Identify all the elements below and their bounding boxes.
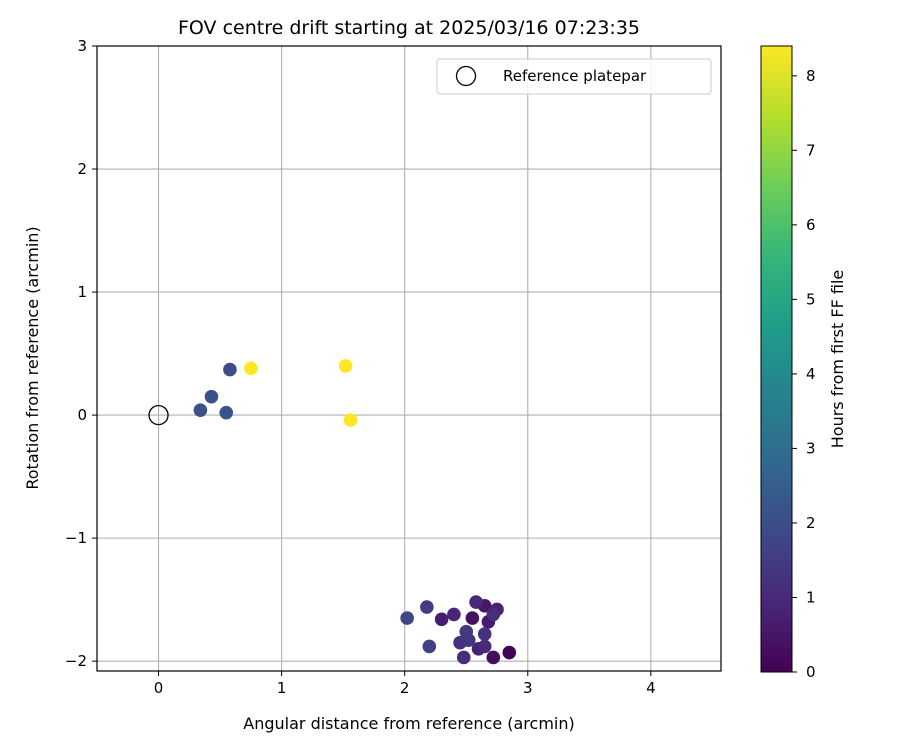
y-tick-label-3: 1 [77,283,87,301]
plot-area: 0 1 2 3 4 −2 −1 0 1 2 3 [65,37,722,697]
x-tick-label-3: 3 [523,679,533,697]
x-axis-label: Angular distance from reference (arcmin) [243,714,574,733]
scatter-point-5 [434,612,449,627]
axes-frame [96,45,722,672]
legend: Reference platepar [436,58,712,95]
y-tick-label-4: 2 [77,160,87,178]
scatter-point-24 [244,361,258,376]
colorbar-tick-label-8: 8 [806,67,816,85]
y-axis-label: Rotation from reference (arcmin) [23,226,42,489]
y-tick-label-0: −2 [65,652,87,670]
colorbar-tick-label-5: 5 [806,290,816,308]
colorbar-tick-label-7: 7 [806,141,816,159]
colorbar-label: Hours from first FF file [828,270,847,449]
colorbar-tick-label-6: 6 [806,216,816,234]
scatter-point-23 [219,405,234,420]
scatter-point-10 [469,595,483,609]
colorbar-tick-label-2: 2 [806,514,816,532]
scatter-point-25 [338,359,353,373]
scatter-point-9 [477,639,492,654]
grid-lines [97,45,721,671]
x-axis-ticks: 0 1 2 3 4 [154,671,656,697]
colorbar-tick-label-4: 4 [806,365,816,383]
colorbar-tick-label-3: 3 [806,439,816,457]
scatter-point-11 [486,607,501,622]
x-tick-label-1: 1 [277,679,287,697]
y-tick-label-2: 0 [77,406,87,424]
y-tick-label-5: 3 [77,37,87,55]
y-tick-label-1: −1 [65,529,87,547]
scatter-point-12 [456,650,471,665]
scatter-point-1 [486,650,501,665]
reference-point [148,404,169,426]
scatter-point-13 [477,627,492,641]
scatter-point-17 [420,600,434,614]
colorbar-frame [760,45,793,673]
colorbar: 0 1 2 3 4 5 6 7 8 Hours from first FF file [760,45,847,681]
x-tick-label-4: 4 [646,679,656,697]
chart-title: FOV centre drift starting at 2025/03/16 … [178,17,640,39]
colorbar-ticks: 0 1 2 3 4 5 6 7 8 [792,67,816,681]
y-axis-ticks: −2 −1 0 1 2 3 [65,37,97,670]
colorbar-tick-label-1: 1 [806,588,816,606]
scatter-point-8 [447,607,461,622]
x-tick-label-0: 0 [154,679,164,697]
legend-marker-reference [455,65,477,87]
scatter-point-26 [343,413,358,427]
scatter-point-21 [204,389,219,404]
scatter-point-0 [502,645,517,660]
scatter-points [148,359,517,665]
scatter-point-20 [223,362,237,377]
legend-entry-reference: Reference platepar [503,67,647,85]
colorbar-tick-label-0: 0 [806,663,816,681]
legend-box [436,58,712,95]
colorbar-gradient [761,46,792,672]
scatter-point-18 [422,639,437,654]
scatter-point-19 [400,611,414,625]
x-tick-label-2: 2 [400,679,410,697]
scatter-point-16 [459,624,474,639]
scatter-point-2 [465,611,480,625]
scatter-point-22 [193,403,208,417]
